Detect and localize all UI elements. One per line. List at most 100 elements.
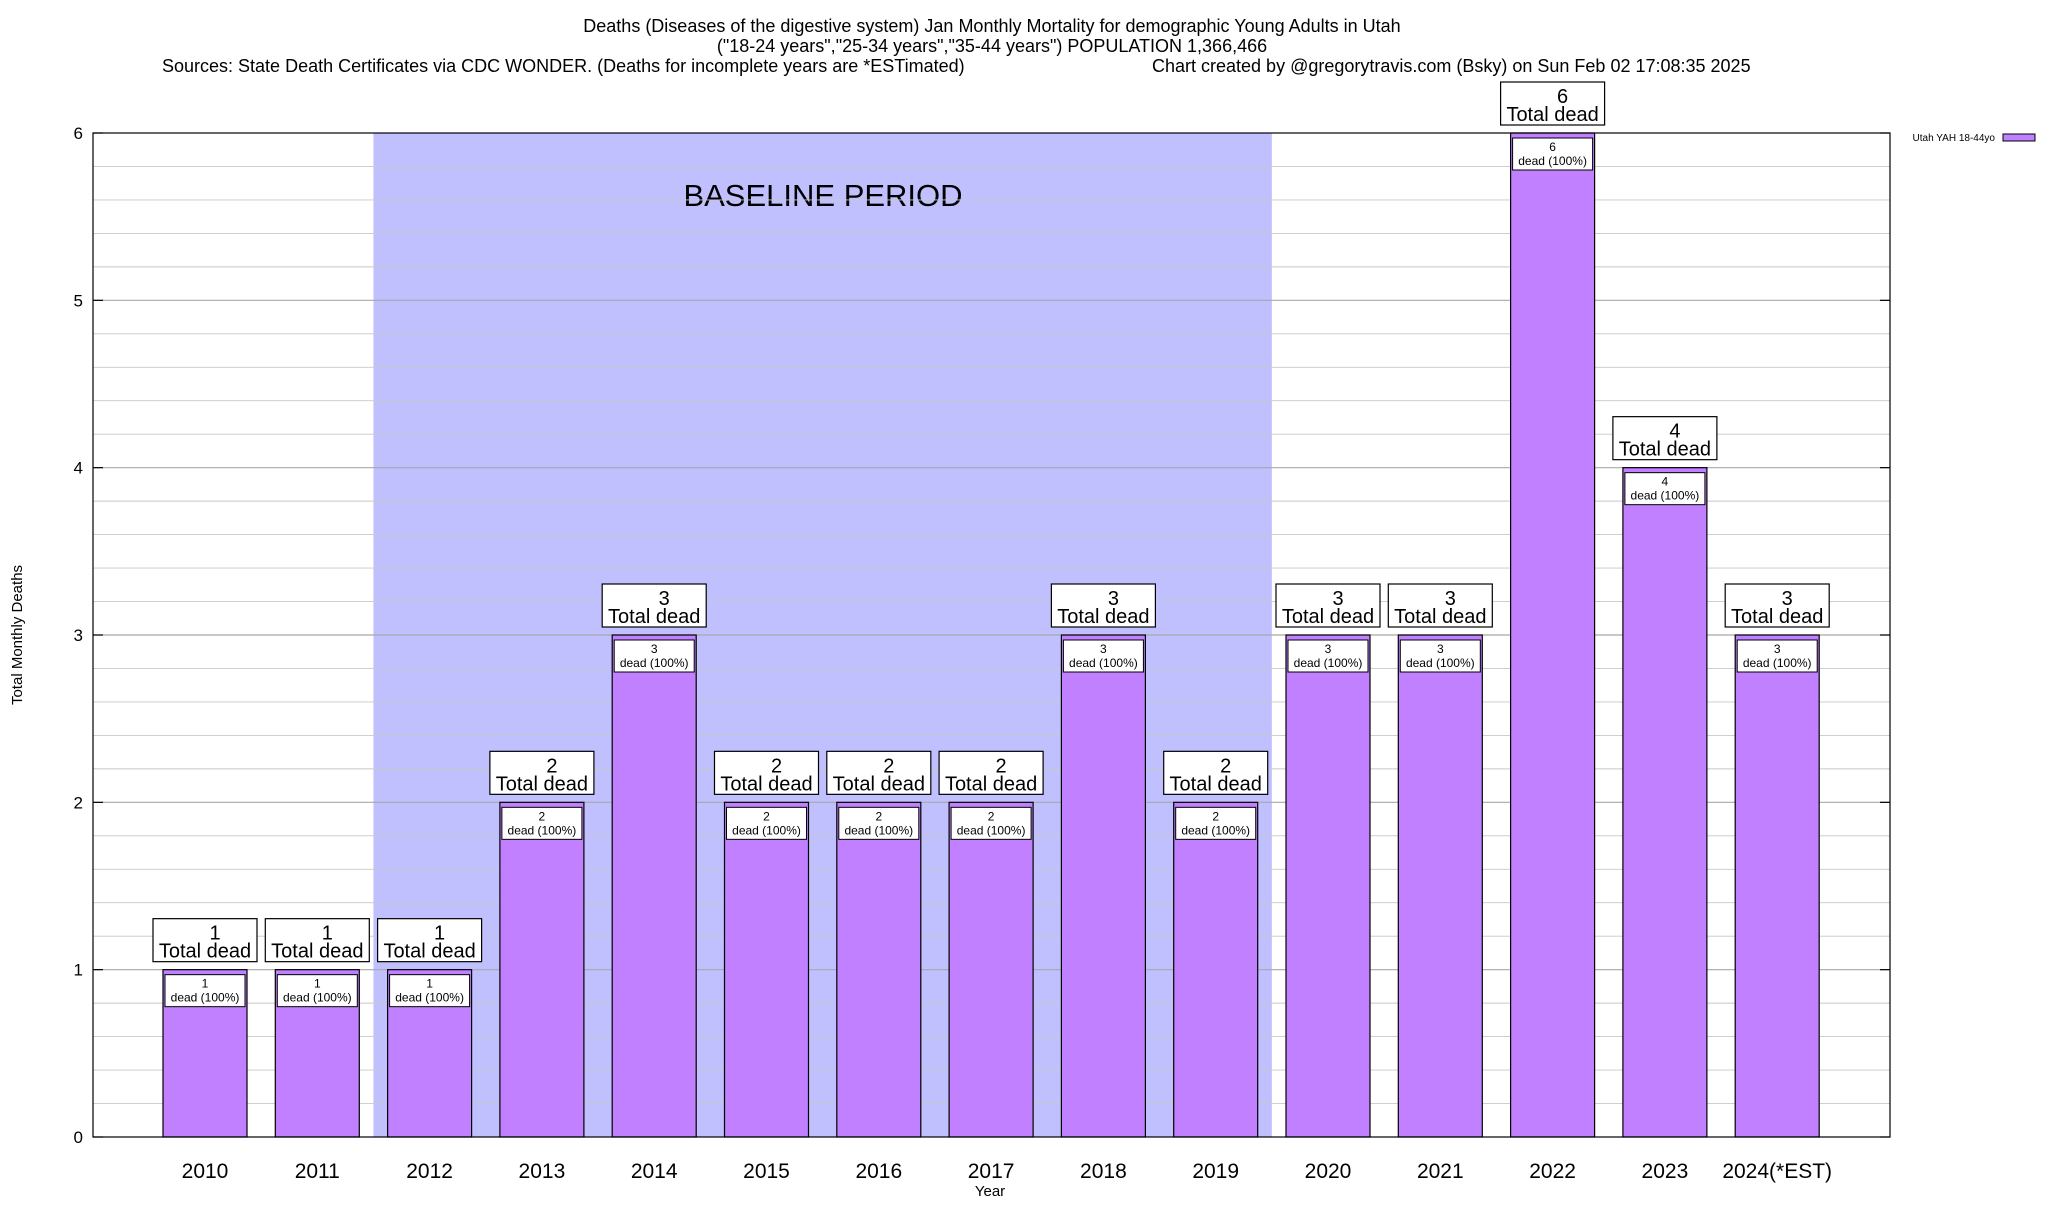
inner-label-box: [164, 974, 246, 1008]
x-tick-label: 2010: [182, 1160, 229, 1183]
total-label-box: [1724, 583, 1830, 628]
chart-sources: Sources: State Death Certificates via CD…: [162, 56, 965, 76]
inner-label-value: 2: [763, 809, 770, 823]
bar: [1173, 801, 1259, 1138]
total-label-box: [601, 583, 707, 628]
total-label-caption: Total dead: [1506, 104, 1598, 126]
total-label-caption: Total dead: [496, 773, 588, 795]
inner-label-box: [950, 806, 1032, 840]
x-tick-label: 2014: [631, 1160, 678, 1183]
inner-label-caption: dead (100%): [620, 656, 689, 670]
inner-label-caption: dead (100%): [1631, 489, 1700, 503]
total-label-caption: Total dead: [159, 941, 251, 963]
inner-label-caption: dead (100%): [1743, 656, 1812, 670]
inner-label-box: [838, 806, 920, 840]
inner-label-value: 3: [651, 642, 658, 656]
y-axis-label: Total Monthly Deaths: [9, 565, 26, 705]
total-label-value: 6: [1557, 86, 1568, 108]
total-label-caption: Total dead: [1282, 606, 1374, 628]
inner-label-value: 2: [988, 809, 995, 823]
total-label-value: 1: [209, 923, 220, 945]
x-tick-label: 2012: [406, 1160, 453, 1183]
inner-label-caption: dead (100%): [1294, 656, 1363, 670]
inner-label-box: [1736, 639, 1818, 673]
bar: [1734, 634, 1820, 1138]
y-tick-label: 0: [74, 1128, 83, 1147]
inner-label-caption: dead (100%): [1181, 823, 1250, 837]
x-axis-label: Year: [975, 1183, 1005, 1200]
x-tick-label: 2018: [1080, 1160, 1127, 1183]
inner-label-value: 2: [539, 809, 546, 823]
inner-label-caption: dead (100%): [508, 823, 577, 837]
total-label-box: [1050, 583, 1157, 628]
total-label-value: 3: [1108, 588, 1119, 610]
axes: 0 1 2 3 4 5 6 2010 2011 2012 2013 2014 2015 2016 2017 2…: [9, 124, 1891, 1200]
total-label-box: [1275, 583, 1381, 628]
y-tick-label: 4: [74, 459, 83, 478]
y-tick-label: 3: [74, 626, 83, 645]
inner-label-value: 6: [1549, 140, 1556, 154]
total-label-box: [713, 750, 820, 795]
x-tick-label: 2011: [295, 1160, 340, 1183]
bar: [1060, 634, 1147, 1138]
x-tick-label: 2020: [1305, 1160, 1352, 1183]
inner-label-box: [1512, 137, 1594, 171]
total-label-value: 4: [1669, 421, 1680, 443]
total-label-box: [1612, 416, 1718, 461]
total-label-box: [377, 918, 483, 963]
inner-label-box: [1287, 639, 1369, 673]
inner-label-caption: dead (100%): [1406, 656, 1475, 670]
total-label-caption: Total dead: [383, 941, 475, 963]
total-label-box: [489, 750, 595, 795]
y-tick-label: 5: [74, 291, 83, 310]
inner-label-box: [1175, 806, 1257, 840]
inner-label-value: 1: [314, 977, 321, 991]
total-label-value: 3: [1445, 588, 1456, 610]
bars: [162, 132, 1820, 1138]
x-tick-label: 2017: [968, 1160, 1015, 1183]
inner-label-value: 4: [1662, 475, 1669, 489]
inner-label-box: [1399, 639, 1481, 673]
total-label-value: 1: [322, 923, 333, 945]
inner-label-box: [726, 806, 807, 840]
inner-label-box: [613, 639, 695, 673]
total-label-value: 2: [1220, 755, 1231, 777]
total-label-box: [826, 750, 932, 795]
chart-title-line: ("18-24 years","25-34 years","35-44 year…: [717, 36, 1267, 56]
y-tick-label: 2: [74, 793, 83, 812]
inner-label-caption: dead (100%): [395, 991, 464, 1005]
baseline-label: BASELINE PERIOD: [683, 178, 962, 213]
x-tick-label: 2021: [1417, 1160, 1464, 1183]
bar: [1509, 132, 1596, 1138]
legend-label: Utah YAH 18-44yo: [1913, 133, 1996, 144]
total-label-caption: Total dead: [1619, 439, 1711, 461]
bar: [723, 801, 810, 1138]
bar: [1285, 634, 1371, 1138]
x-tick-label: 2022: [1529, 1160, 1576, 1183]
inner-label-box: [389, 974, 471, 1008]
total-label-value: 3: [1782, 588, 1793, 610]
bar: [611, 634, 697, 1138]
inner-label-box: [1062, 639, 1144, 673]
total-label-caption: Total dead: [1170, 773, 1262, 795]
total-label-caption: Total dead: [608, 606, 700, 628]
total-label-value: 2: [996, 755, 1007, 777]
total-label-caption: Total dead: [1731, 606, 1823, 628]
total-label-caption: Total dead: [271, 941, 363, 963]
y-tick-label: 1: [74, 961, 83, 980]
total-label-box: [1499, 81, 1606, 126]
total-label-caption: Total dead: [833, 773, 925, 795]
inner-label-caption: dead (100%): [1518, 154, 1587, 168]
x-tick-label: 2016: [855, 1160, 902, 1183]
x-tick-label: 2015: [743, 1160, 790, 1183]
total-label-box: [264, 918, 370, 963]
chart-credit: Chart created by @gregorytravis.com (Bsk…: [1152, 56, 1751, 76]
inner-label-caption: dead (100%): [844, 823, 913, 837]
inner-label-value: 3: [1774, 642, 1781, 656]
total-label-box: [152, 918, 258, 963]
bar: [1397, 634, 1483, 1138]
inner-label-value: 3: [1325, 642, 1332, 656]
x-tick-label: 2019: [1192, 1160, 1239, 1183]
